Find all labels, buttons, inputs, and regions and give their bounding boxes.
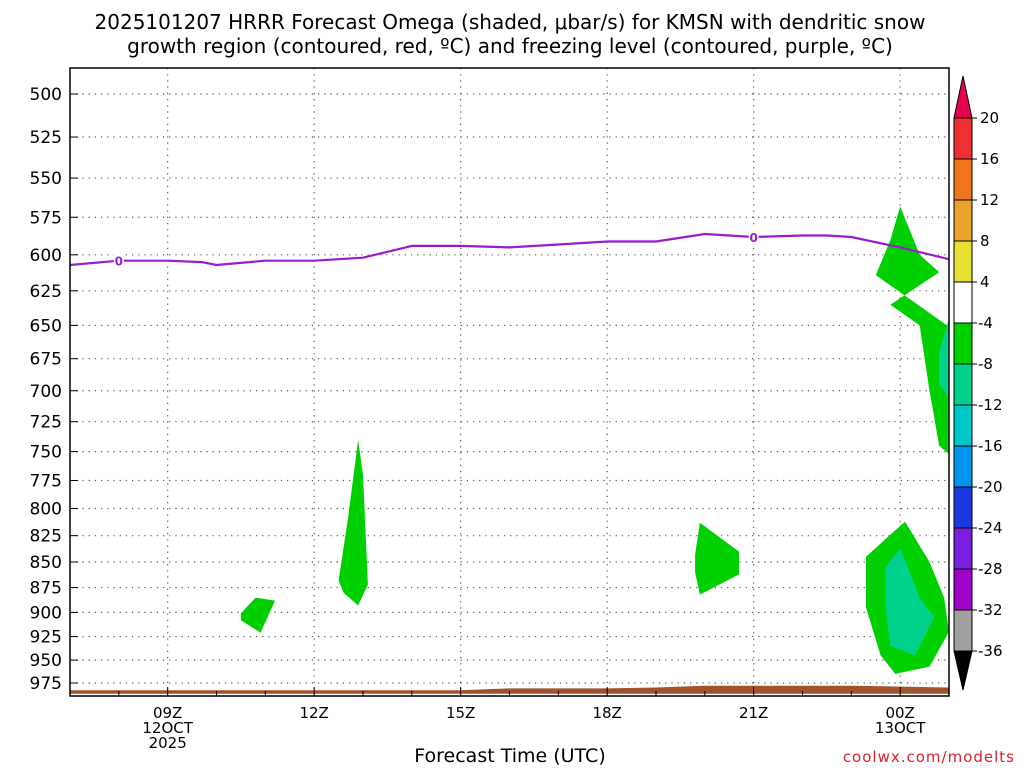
omega-region: [885, 548, 935, 656]
y-tick-label: 575: [30, 208, 62, 228]
omega-shading: [240, 206, 949, 674]
colorbar-swatch: [953, 240, 973, 283]
omega-region: [695, 522, 739, 595]
plot-frame: [69, 67, 950, 697]
omega-region: [240, 597, 276, 633]
y-tick-label: 675: [30, 350, 62, 370]
y-tick-label: 900: [30, 603, 62, 623]
x-tick-label: 09Z: [153, 704, 182, 722]
y-tick-label: 600: [30, 246, 62, 266]
y-tick-label: 700: [30, 382, 62, 402]
y-tick-label: 650: [30, 316, 62, 336]
colorbar-label: 12: [980, 191, 999, 209]
colorbar-label: -28: [978, 560, 1003, 578]
colorbar-label: -32: [978, 601, 1003, 619]
contour-label: 0: [749, 231, 757, 245]
x-tick-label: 2025: [149, 734, 187, 752]
colorbar: 20 16 12 8 4 -4 -8 -12 -16 -20 -24 -28 -32 -36: [953, 75, 1003, 691]
x-tick-label: 12OCT: [142, 719, 193, 737]
omega-region: [939, 318, 949, 397]
colorbar-label: -36: [978, 642, 1003, 660]
y-tick-label: 725: [30, 413, 62, 433]
colorbar-bottom-arrow: [953, 650, 973, 691]
colorbar-swatch: [953, 363, 973, 406]
colorbar-swatch: [953, 527, 973, 570]
omega-region: [338, 439, 368, 606]
title-line-2: growth region (contoured, red, ºC) and f…: [127, 34, 893, 58]
x-tick-label: 21Z: [739, 704, 768, 722]
colorbar-swatch: [953, 322, 973, 365]
colorbar-swatch: [953, 568, 973, 611]
colorbar-swatch: [953, 199, 973, 242]
colorbar-swatch: [953, 158, 973, 201]
y-tick-label: 625: [30, 282, 62, 302]
y-tick-label: 850: [30, 553, 62, 573]
x-tick-label: 00Z: [885, 704, 914, 722]
title-line-1: 2025101207 HRRR Forecast Omega (shaded, …: [95, 10, 926, 34]
colorbar-swatch: [953, 445, 973, 488]
x-axis-label: Forecast Time (UTC): [414, 745, 605, 767]
colorbar-label: 20: [980, 109, 999, 127]
terrain-fill: [70, 685, 949, 694]
colorbar-top-arrow: [953, 75, 973, 119]
y-tick-label: 500: [30, 85, 62, 105]
y-axis: 500 525 550 575 600 625 650 675 700 725 750 775 800 8…: [30, 85, 78, 694]
freezing-level: 00: [70, 228, 949, 269]
colorbar-swatch: [953, 117, 973, 160]
y-tick-label: 975: [30, 674, 62, 694]
y-tick-label: 800: [30, 500, 62, 520]
colorbar-swatch: [953, 486, 973, 529]
y-tick-label: 750: [30, 443, 62, 463]
colorbar-label: -8: [978, 355, 993, 373]
freezing-level-line: [70, 232, 949, 267]
omega-region: [875, 206, 949, 454]
colorbar-label: 16: [980, 150, 999, 168]
contour-label: 0: [115, 255, 123, 269]
colorbar-label: -4: [978, 314, 993, 332]
colorbar-label: -24: [978, 519, 1003, 537]
colorbar-swatch: [953, 609, 973, 652]
colorbar-swatch: [953, 404, 973, 447]
grid: [70, 68, 949, 696]
credit-text: coolwx.com/modelts: [843, 748, 1015, 766]
x-tick-label: 15Z: [446, 704, 475, 722]
y-tick-label: 950: [30, 651, 62, 671]
y-tick-label: 875: [30, 579, 62, 599]
contour-label-bg: [748, 228, 759, 244]
x-tick-label: 12Z: [299, 704, 328, 722]
colorbar-label: 4: [980, 273, 990, 291]
x-tick-label: 18Z: [592, 704, 621, 722]
colorbar-label: -16: [978, 437, 1003, 455]
x-tick-label: 13OCT: [875, 719, 926, 737]
y-tick-label: 775: [30, 472, 62, 492]
y-tick-label: 525: [30, 128, 62, 148]
chart-title: 2025101207 HRRR Forecast Omega (shaded, …: [95, 10, 926, 58]
y-tick-label: 825: [30, 527, 62, 547]
y-tick-label: 550: [30, 169, 62, 189]
colorbar-label: -20: [978, 478, 1003, 496]
colorbar-label: 8: [980, 232, 990, 250]
plot-area: 00: [69, 67, 950, 697]
colorbar-label: -12: [978, 396, 1003, 414]
y-tick-label: 925: [30, 628, 62, 648]
contour-label-bg: [113, 252, 124, 268]
colorbar-swatch: [953, 281, 973, 324]
terrain: [70, 685, 949, 694]
